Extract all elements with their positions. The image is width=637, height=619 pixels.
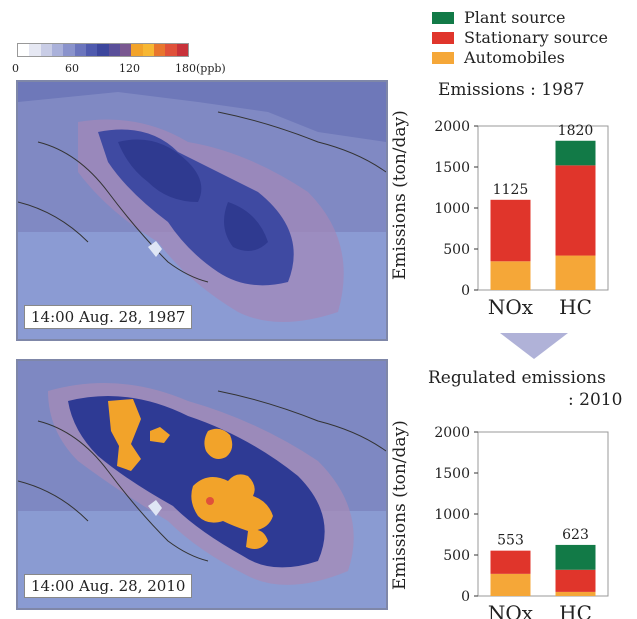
scale-color-step <box>131 44 143 56</box>
y-tick-label: 2000 <box>434 425 470 441</box>
scale-tick-0: 0 <box>12 62 19 75</box>
y-tick-label: 500 <box>443 242 470 258</box>
chart-2010-title-line1: Regulated emissions <box>428 368 606 388</box>
scale-color-step <box>165 44 177 56</box>
bar-segment <box>555 544 596 570</box>
legend-plant-source: Plant source <box>432 8 565 27</box>
map-1987-image <box>18 82 386 339</box>
scale-tick-180: 180(ppb) <box>175 62 226 75</box>
scale-color-step <box>142 44 154 56</box>
scale-color-step <box>153 44 166 56</box>
legend-swatch-automobiles <box>432 51 454 64</box>
y-tick-label: 1500 <box>434 160 470 176</box>
bar-total-label: 1125 <box>493 182 529 198</box>
map-1987-timestamp: 14:00 Aug. 28, 1987 <box>24 305 193 329</box>
scale-color-step <box>63 44 75 56</box>
down-arrow-icon <box>500 333 568 359</box>
chart-1987: 0 500 1000 1500 2000 1125 NOx 1820 HC <box>434 119 609 319</box>
chart-2010-ylabel: Emissions (ton/day) <box>390 420 410 590</box>
y-tick-label: 1000 <box>434 201 470 217</box>
scale-color-step <box>97 44 109 56</box>
chart-1987-ylabel: Emissions (ton/day) <box>390 110 410 280</box>
y-tick-label: 500 <box>443 548 470 564</box>
scale-color-step <box>176 44 188 56</box>
bar-segment <box>555 140 596 166</box>
legend-stationary-source: Stationary source <box>432 28 608 47</box>
chart-2010: 0 500 1000 1500 2000 553 NOx 623 HC <box>434 425 609 619</box>
bar-total-label: 553 <box>497 533 524 549</box>
bar-segment <box>490 261 531 290</box>
bar-segment <box>555 569 596 592</box>
x-category-label: NOx <box>488 295 534 319</box>
y-tick-label: 0 <box>461 283 470 299</box>
bar-segment <box>490 573 531 596</box>
bar-segment <box>555 165 596 256</box>
map-2010-timestamp: 14:00 Aug. 28, 2010 <box>24 574 193 598</box>
ozone-map-1987: 14:00 Aug. 28, 1987 <box>16 80 388 341</box>
legend-automobiles: Automobiles <box>432 48 565 67</box>
scale-color-step <box>40 44 52 56</box>
scale-color-step <box>74 44 86 56</box>
scale-tick-60: 60 <box>65 62 79 75</box>
y-tick-label: 1500 <box>434 466 470 482</box>
legend-label-automobiles: Automobiles <box>464 48 565 67</box>
concentration-color-scale <box>17 43 189 57</box>
bar-segment <box>555 255 596 290</box>
y-tick-label: 0 <box>461 589 470 605</box>
bar-segment <box>490 550 531 574</box>
scale-tick-120: 120 <box>119 62 140 75</box>
scale-color-step <box>108 44 120 56</box>
legend-swatch-plant <box>432 11 454 24</box>
x-category-label: HC <box>559 295 592 319</box>
x-category-label: HC <box>559 601 592 619</box>
scale-color-step <box>51 44 64 56</box>
scale-color-step <box>119 44 132 56</box>
y-tick-label: 1000 <box>434 507 470 523</box>
legend-swatch-stationary <box>432 31 454 44</box>
x-category-label: NOx <box>488 601 534 619</box>
legend-label-stationary: Stationary source <box>464 28 608 47</box>
scale-color-step <box>85 44 98 56</box>
bar-total-label: 623 <box>562 527 589 543</box>
legend-label-plant: Plant source <box>464 8 566 27</box>
chart-1987-title: Emissions : 1987 <box>438 80 585 100</box>
chart-2010-title-line2: : 2010 <box>568 390 623 410</box>
bar-segment <box>555 591 596 596</box>
map-2010-image <box>18 361 386 608</box>
bar-total-label: 1820 <box>558 123 594 139</box>
scale-color-step <box>18 44 30 56</box>
scale-color-step <box>29 44 41 56</box>
bar-segment <box>490 199 531 262</box>
y-tick-label: 2000 <box>434 119 470 135</box>
ozone-map-2010: 14:00 Aug. 28, 2010 <box>16 359 388 610</box>
